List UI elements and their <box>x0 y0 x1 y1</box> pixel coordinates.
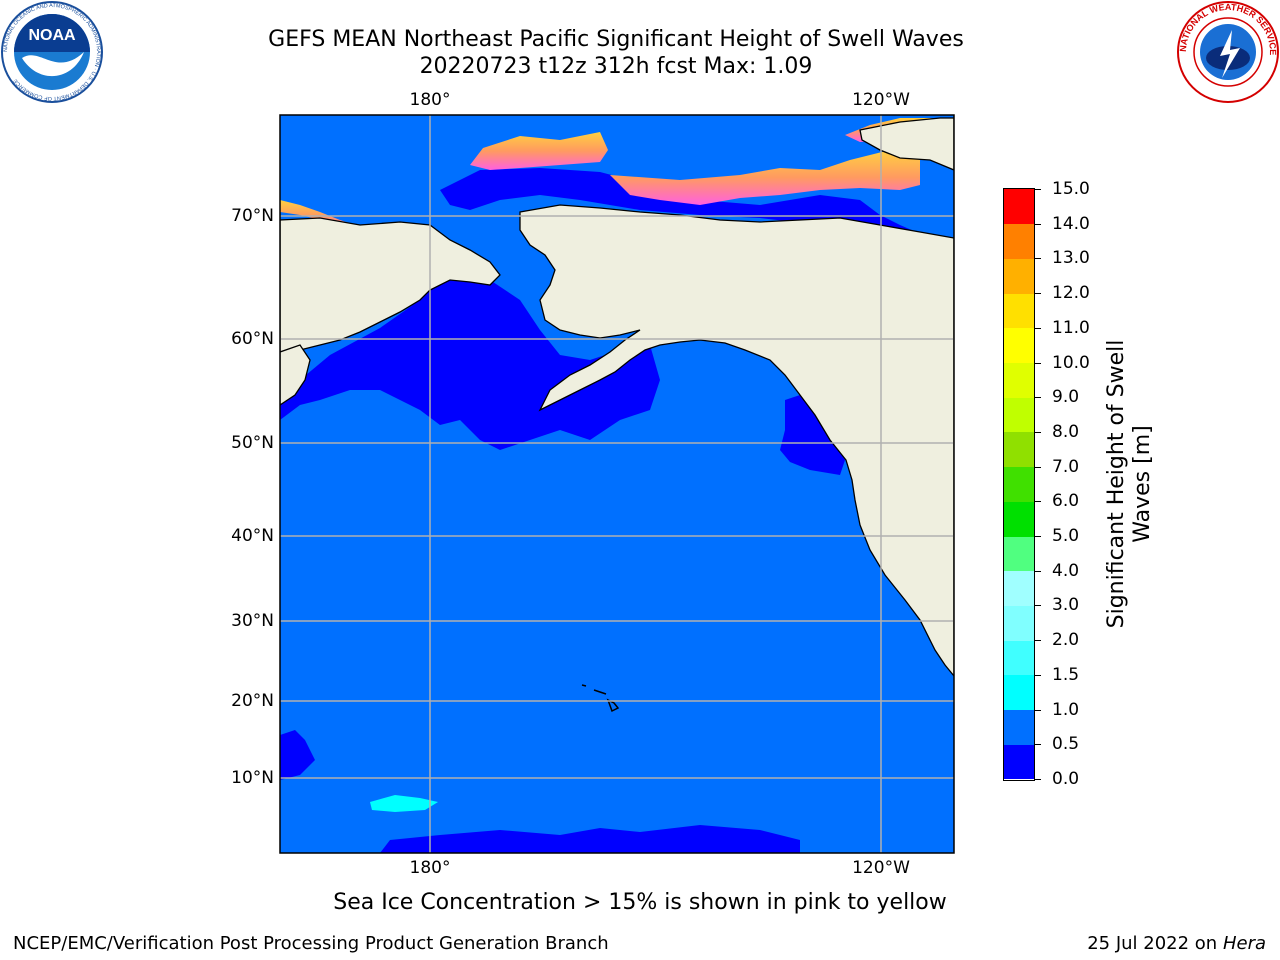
colorbar-band <box>1004 744 1034 780</box>
colorbar-tick-label: 12.0 <box>1052 283 1090 304</box>
x-tick-bottom-120w: 120°W <box>852 858 910 878</box>
colorbar-tick-mark <box>1034 293 1041 295</box>
colorbar-tick-mark <box>1034 501 1041 503</box>
swell-1-to-1.5m-area <box>370 795 438 812</box>
colorbar-band <box>1004 327 1034 364</box>
colorbar-tick-mark <box>1034 258 1041 260</box>
colorbar-band <box>1004 223 1034 259</box>
colorbar-tick-mark <box>1034 640 1041 642</box>
colorbar-tick-label: 4.0 <box>1052 560 1080 581</box>
map-subtitle: 20220723 t12z 312h fcst Max: 1.09 <box>419 54 813 79</box>
land-arctic-islands <box>859 117 954 171</box>
map-title: GEFS MEAN Northeast Pacific Significant … <box>268 27 964 52</box>
colorbar-tick-label: 5.0 <box>1052 526 1080 547</box>
colorbar-tick-label: 0.5 <box>1052 734 1080 755</box>
x-tick-top-180: 180° <box>409 90 451 110</box>
colorbar-band <box>1004 397 1034 433</box>
colorbar-tick-label: 10.0 <box>1052 352 1090 373</box>
colorbar-tick-label: 1.5 <box>1052 664 1080 685</box>
colorbar-tick-label: 1.0 <box>1052 699 1080 720</box>
colorbar-tick-mark <box>1034 779 1041 780</box>
x-tick-bottom-180: 180° <box>409 858 451 878</box>
colorbar-tick-label: 0.0 <box>1052 769 1080 789</box>
colorbar-band <box>1004 362 1034 398</box>
sea-ice-region-east <box>610 150 920 205</box>
y-tick-40n: 40°N <box>231 526 274 546</box>
colorbar-tick-label: 6.0 <box>1052 491 1080 512</box>
colorbar-tick-mark <box>1034 223 1041 225</box>
colorbar-band <box>1004 709 1034 745</box>
colorbar-tick-mark <box>1034 570 1041 572</box>
x-tick-top-120w: 120°W <box>852 90 910 110</box>
colorbar-frame <box>1003 188 1035 781</box>
colorbar-tick-label: 9.0 <box>1052 387 1080 408</box>
tropical-calm-area-south <box>380 825 800 853</box>
colorbar-tick-label: 13.0 <box>1052 248 1090 269</box>
colorbar-tick-label: 7.0 <box>1052 456 1080 477</box>
land-kamchatka <box>280 344 311 406</box>
colorbar-band <box>1004 674 1034 711</box>
colorbar-tick-mark <box>1034 431 1041 433</box>
nws-logo: NATIONAL WEATHER SERVICE <box>1176 0 1280 104</box>
land-alaska-canada <box>519 204 954 678</box>
colorbar-band <box>1004 189 1034 225</box>
colorbar-band <box>1004 605 1034 641</box>
map-frame <box>279 114 955 854</box>
y-tick-10n: 10°N <box>231 768 274 788</box>
colorbar-tick-mark <box>1034 327 1041 329</box>
colorbar-tick-mark <box>1034 744 1041 746</box>
footer-date: 25 Jul 2022 on Hera <box>1087 933 1266 954</box>
colorbar-band <box>1004 293 1034 329</box>
colorbar-tick-mark <box>1034 709 1041 711</box>
y-tick-30n: 30°N <box>231 611 274 631</box>
graticule <box>280 115 954 853</box>
colorbar-band <box>1004 570 1034 606</box>
footer-branch: NCEP/EMC/Verification Post Processing Pr… <box>13 933 609 954</box>
colorbar-tick-mark <box>1034 536 1041 538</box>
colorbar-tick-label: 2.0 <box>1052 630 1080 651</box>
noaa-logo: NOAA NATIONAL OCEANIC AND ATMOSPHERIC AD… <box>0 0 104 104</box>
y-tick-50n: 50°N <box>231 433 274 453</box>
y-tick-20n: 20°N <box>231 691 274 711</box>
colorbar-tick-mark <box>1034 189 1041 190</box>
colorbar-tick-label: 15.0 <box>1052 179 1090 199</box>
colorbar-band <box>1004 431 1034 468</box>
colorbar-tick-mark <box>1034 605 1041 607</box>
colorbar-band <box>1004 501 1034 537</box>
colorbar-label: Significant Height of Swell Waves [m] <box>1104 339 1155 629</box>
colorbar-band <box>1004 640 1034 676</box>
colorbar-tick-mark <box>1034 674 1041 676</box>
colorbar-tick-mark <box>1034 466 1041 468</box>
colorbar-tick-mark <box>1034 362 1041 364</box>
colorbar-tick-label: 8.0 <box>1052 421 1080 442</box>
colorbar-tick-label: 11.0 <box>1052 317 1090 338</box>
colorbar-band <box>1004 466 1034 502</box>
bering-sea-calm-area <box>280 270 660 450</box>
land-siberia <box>280 217 501 353</box>
colorbar-band <box>1004 536 1034 572</box>
sea-ice-caption: Sea Ice Concentration > 15% is shown in … <box>333 890 947 915</box>
tropical-calm-area-west <box>280 730 315 780</box>
colorbar-band <box>1004 258 1034 294</box>
y-tick-70n: 70°N <box>231 206 274 226</box>
y-tick-60n: 60°N <box>231 329 274 349</box>
colorbar-tick-label: 3.0 <box>1052 595 1080 616</box>
gulf-coast-calm-area <box>780 395 845 475</box>
chukchi-sea-calm-area <box>440 168 954 250</box>
sea-ice-region <box>470 132 608 170</box>
colorbar-tick-mark <box>1034 397 1041 399</box>
hawaii-islands <box>581 684 620 713</box>
colorbar-tick-label: 14.0 <box>1052 213 1090 234</box>
noaa-logo-text: NOAA <box>28 27 76 44</box>
